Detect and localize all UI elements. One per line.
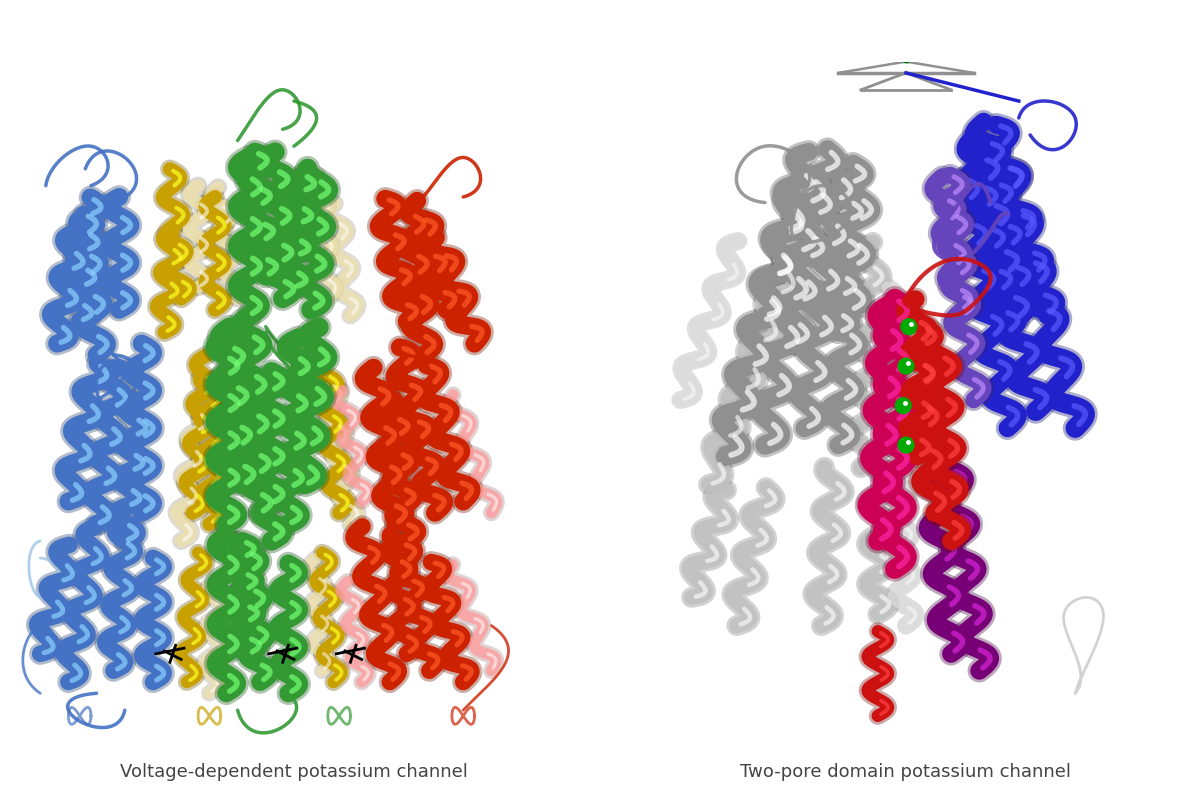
Text: Voltage-dependent potassium channel: Voltage-dependent potassium channel	[120, 763, 468, 782]
Circle shape	[898, 438, 914, 453]
Circle shape	[898, 358, 914, 374]
Circle shape	[895, 398, 911, 414]
Text: Two-pore domain potassium channel: Two-pore domain potassium channel	[740, 763, 1072, 782]
Circle shape	[901, 318, 917, 334]
